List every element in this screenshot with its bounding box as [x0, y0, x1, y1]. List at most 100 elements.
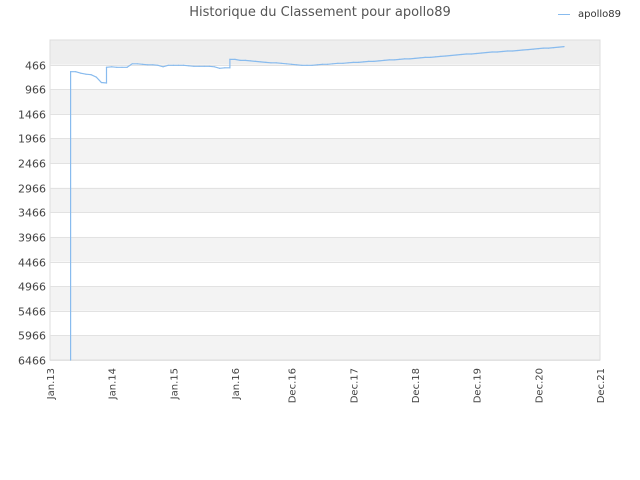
data-point: [95, 76, 97, 78]
data-point: [80, 72, 82, 74]
data-point: [229, 58, 231, 61]
x-tick-label: Jan.15: [169, 368, 180, 400]
grid-band: [50, 187, 600, 213]
data-point: [167, 64, 169, 66]
x-tick-label: Dec.18: [411, 368, 422, 403]
data-point: [85, 73, 87, 75]
data-point: [491, 51, 493, 53]
data-point: [172, 64, 174, 66]
data-point: [152, 64, 154, 66]
data-point: [383, 59, 385, 62]
data-point: [203, 65, 205, 67]
data-point: [275, 62, 277, 64]
grid-band: [50, 236, 600, 262]
data-point: [121, 66, 123, 68]
data-point: [291, 63, 293, 65]
y-tick-label: 4466: [18, 257, 46, 270]
y-tick-label: 6466: [18, 355, 46, 368]
data-point: [337, 62, 339, 64]
data-point: [270, 62, 272, 64]
data-point: [424, 56, 426, 59]
data-point: [116, 66, 118, 68]
data-point: [558, 46, 560, 48]
data-point: [542, 47, 545, 49]
data-point: [517, 49, 519, 52]
data-point: [188, 65, 190, 67]
data-point: [162, 66, 164, 68]
data-point: [255, 60, 257, 63]
data-point: [496, 51, 498, 53]
data-point: [105, 82, 108, 84]
y-tick-label: 3466: [18, 207, 46, 220]
data-point: [208, 65, 210, 67]
y-tick-label: 4966: [18, 281, 46, 294]
data-point: [157, 64, 159, 66]
data-point: [311, 64, 313, 66]
data-point: [105, 66, 108, 68]
data-point: [198, 65, 200, 67]
chart-title: Historique du Classement pour apollo89: [189, 5, 451, 20]
y-tick-label: 5966: [18, 330, 46, 343]
data-point: [378, 60, 380, 62]
data-point: [470, 53, 473, 55]
y-tick-label: 5466: [18, 306, 46, 319]
y-tick-label: 3966: [18, 232, 46, 245]
data-point: [527, 49, 529, 51]
data-point: [301, 64, 303, 66]
grid-band: [50, 286, 600, 311]
data-point: [363, 61, 365, 63]
series-line-apollo89: [69, 46, 565, 360]
data-point: [404, 58, 406, 60]
y-tick-label: 1966: [18, 133, 46, 146]
data-point: [368, 60, 370, 63]
x-tick-label: Jan.14: [108, 368, 119, 400]
data-point: [501, 50, 503, 53]
data-point: [553, 47, 555, 49]
data-point: [213, 66, 216, 68]
data-point: [445, 55, 447, 57]
x-tick-label: Dec.19: [473, 368, 484, 403]
x-tick-label: Dec.21: [596, 368, 607, 403]
data-point: [419, 57, 421, 59]
data-point: [285, 63, 287, 65]
grid-band: [50, 335, 600, 360]
data-point: [90, 74, 92, 76]
data-point: [332, 63, 334, 65]
grid-band: [50, 40, 600, 65]
data-point: [249, 60, 252, 62]
data-point: [506, 50, 509, 52]
data-point: [476, 52, 478, 55]
data-point: [352, 61, 354, 64]
data-point: [327, 63, 329, 65]
data-point: [440, 55, 442, 58]
data-point: [522, 49, 524, 51]
data-point: [465, 53, 467, 55]
data-point: [136, 63, 138, 65]
data-point: [280, 62, 282, 64]
data-point: [141, 63, 144, 65]
data-point: [342, 62, 344, 64]
data-point: [234, 58, 236, 61]
data-point: [388, 59, 390, 61]
data-point: [193, 65, 195, 67]
data-point: [398, 58, 401, 61]
data-point: [409, 58, 411, 60]
legend-swatch: [558, 14, 570, 15]
data-point: [260, 61, 262, 63]
data-point: [414, 57, 416, 60]
data-point: [393, 59, 395, 61]
data-point: [434, 56, 437, 58]
legend: apollo89: [558, 9, 621, 20]
data-point: [306, 64, 308, 66]
x-tick-label: Dec.17: [349, 368, 360, 403]
data-point: [481, 52, 483, 54]
data-point: [455, 54, 457, 56]
data-point: [131, 63, 133, 65]
data-point: [486, 51, 488, 54]
y-tick-label: 466: [25, 60, 46, 73]
data-point: [460, 53, 462, 56]
data-point: [347, 62, 349, 64]
grid-band: [50, 138, 600, 164]
data-point: [100, 81, 102, 84]
data-point: [244, 59, 246, 62]
